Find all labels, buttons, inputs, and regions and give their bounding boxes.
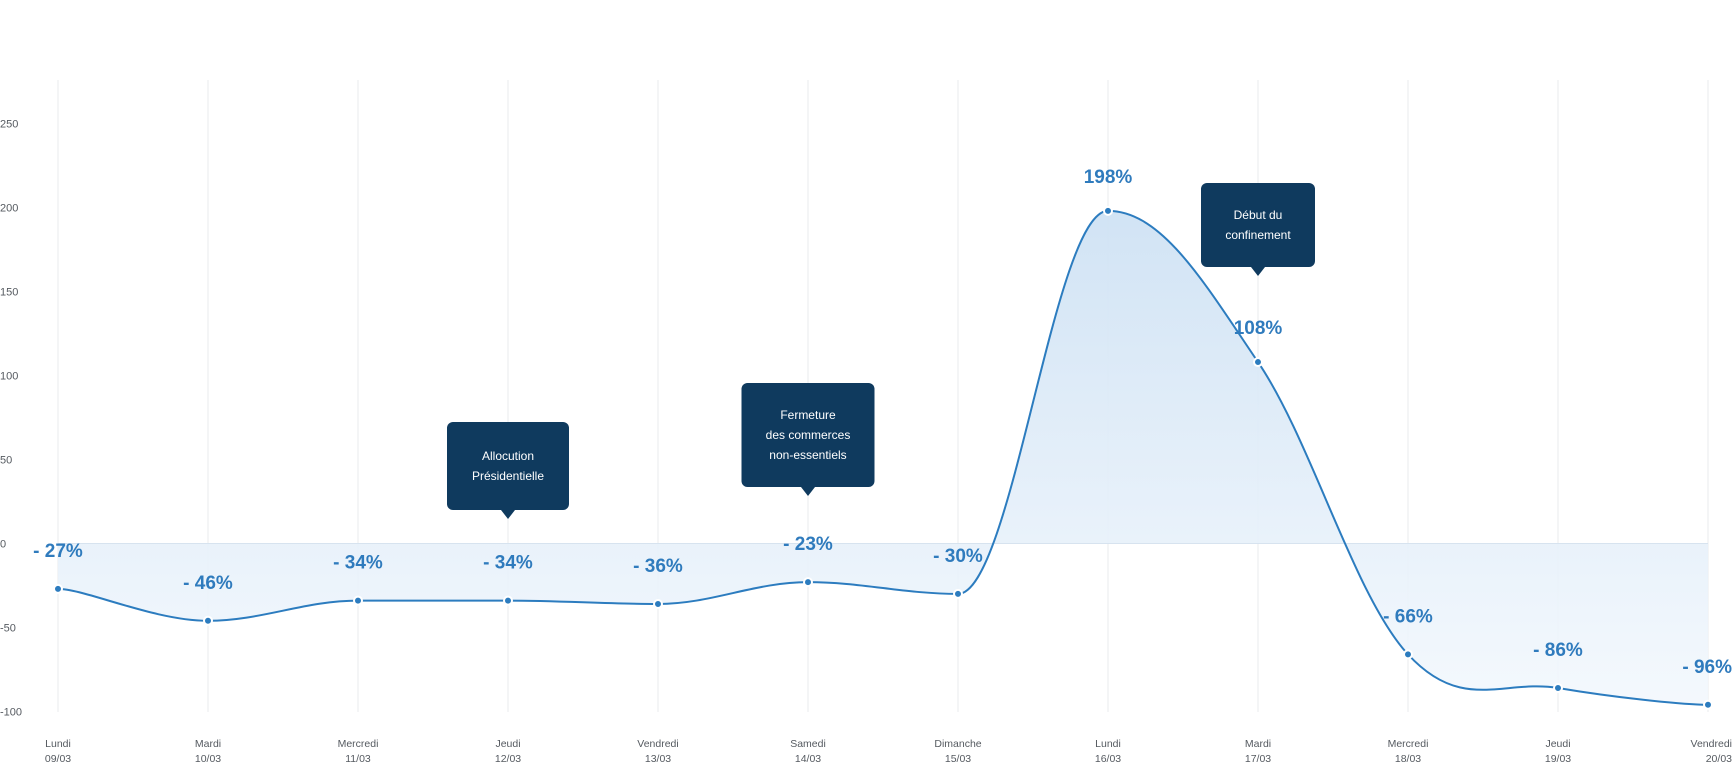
x-tick-day: Vendredi [1691,738,1732,750]
y-tick-label: 100 [0,371,18,383]
callout-text: Début du [1234,208,1283,222]
x-tick-day: Mercredi [1388,738,1429,750]
callout: Début du confinement [1201,183,1315,276]
callout-text: confinement [1225,228,1291,242]
data-point [353,595,363,606]
y-axis: 250 200 150 100 50 0 -50 -100 [0,119,22,719]
data-label: - 36% [633,556,683,577]
data-point [803,577,813,588]
data-point [1103,205,1113,216]
x-tick-date: 10/03 [195,753,221,763]
x-tick-date: 09/03 [45,753,71,763]
x-tick-date: 18/03 [1395,753,1421,763]
data-point [1703,699,1713,710]
y-tick-label: 150 [0,287,18,299]
x-tick-day: Jeudi [495,738,520,750]
data-point [653,598,663,609]
x-tick-date: 14/03 [795,753,821,763]
x-tick-day: Mardi [1245,738,1271,750]
data-label: - 34% [483,553,533,574]
x-tick-day: Mardi [195,738,221,750]
callout-pointer [1251,267,1265,276]
callout-box [447,422,569,510]
x-tick-date: 11/03 [345,753,371,763]
x-tick-date: 19/03 [1545,753,1571,763]
data-label: 198% [1084,167,1133,188]
x-axis: Lundi 09/03 Mardi 10/03 Mercredi 11/03 Jeudi 12… [45,738,1732,763]
y-tick-label: 200 [0,203,18,215]
callout-text: des commerces [766,428,851,442]
callout-pointer [801,487,815,496]
callout: Fermeture des commerces non-essentiels [741,383,875,496]
callout-text: Allocution [482,449,534,463]
data-point [53,583,63,594]
x-tick-day: Lundi [1095,738,1121,750]
y-tick-label: -100 [0,707,22,719]
callout-text: Fermeture [780,408,836,422]
data-labels: - 27% - 46% - 34% - 34% - 36% - 23% - 30% 198% 1… [33,167,1732,678]
callout-box [1201,183,1315,267]
x-tick-date: 13/03 [645,753,671,763]
data-label: - 66% [1383,606,1433,627]
data-point [1403,649,1413,660]
callout: Allocution Présidentielle [447,422,569,519]
data-label: - 46% [183,573,233,594]
data-point [953,588,963,599]
data-label: 108% [1234,318,1283,339]
y-tick-label: 50 [0,455,12,467]
data-label: - 23% [783,534,833,555]
x-tick-day: Vendredi [637,738,678,750]
x-tick-date: 17/03 [1245,753,1271,763]
series-area [58,210,1708,705]
x-tick-date: 15/03 [945,753,971,763]
y-tick-label: -50 [0,623,16,635]
y-tick-label: 250 [0,119,18,131]
x-tick-date: 16/03 [1095,753,1121,763]
data-point [203,615,213,626]
x-tick-date: 20/03 [1706,753,1732,763]
annotations: Allocution Présidentielle Fermeture des com… [447,183,1315,519]
y-tick-label: 0 [0,539,6,551]
data-label: - 27% [33,541,83,562]
data-point [503,595,513,606]
data-label: - 34% [333,553,383,574]
x-tick-day: Jeudi [1545,738,1570,750]
callout-text: non-essentiels [769,448,846,462]
x-tick-day: Samedi [790,738,826,750]
data-point [1253,357,1263,368]
callout-box [741,383,875,487]
x-tick-day: Mercredi [338,738,379,750]
callout-pointer [501,510,515,519]
data-points [53,205,1713,710]
x-tick-day: Dimanche [934,738,981,750]
x-tick-day: Lundi [45,738,71,750]
data-label: - 30% [933,546,983,567]
x-tick-date: 12/03 [495,753,521,763]
data-label: - 86% [1533,640,1583,661]
data-label: - 96% [1682,657,1732,678]
callout-text: Présidentielle [472,469,544,483]
data-point [1553,682,1563,693]
